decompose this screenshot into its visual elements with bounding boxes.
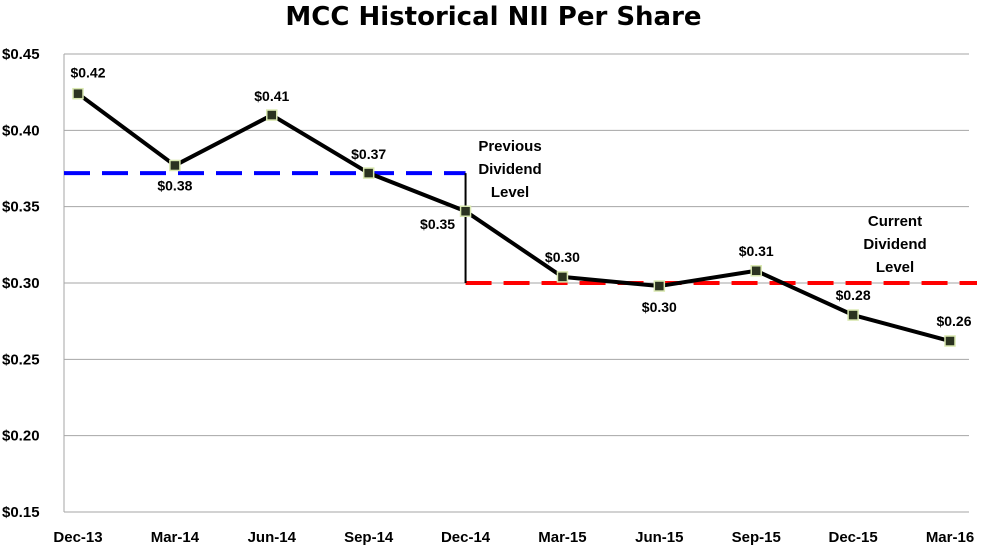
data-label: $0.35 [420,216,455,232]
y-tick-label: $0.20 [2,428,40,445]
gridlines [63,53,969,513]
reference-line-label: Level [876,259,914,276]
data-label: $0.30 [545,249,580,265]
data-label: $0.26 [936,313,971,329]
reference-line-label: Dividend [478,161,541,178]
x-tick-label: Jun-14 [248,529,297,546]
data-label: $0.41 [254,88,289,104]
series-layer [72,87,956,347]
series-line [76,92,951,343]
y-tick-label: $0.30 [2,275,40,292]
y-tick-label: $0.25 [2,351,40,368]
data-point-marker [72,87,84,100]
x-tick-label: Dec-15 [829,529,878,546]
x-tick-label: Dec-14 [441,529,491,546]
data-point-marker [750,265,762,277]
x-tick-label: Dec-13 [53,529,102,546]
y-tick-label: $0.40 [2,122,40,139]
reference-line-label: Current [868,213,922,230]
data-point-marker [266,109,278,121]
x-tick-label: Sep-15 [732,529,781,546]
data-label: $0.37 [351,146,386,162]
data-label: $0.42 [70,65,105,81]
data-label: $0.30 [642,299,677,315]
reference-lines [64,171,977,285]
x-tick-label: Mar-15 [538,529,586,546]
data-point-marker [847,309,859,321]
x-tick-label: Mar-16 [926,529,974,546]
reference-line-label: Dividend [863,236,926,253]
data-point-marker [944,335,956,347]
data-point-marker [362,167,375,179]
data-point-marker [459,205,472,217]
y-tick-label: $0.35 [2,199,40,216]
reference-line-label: Level [491,184,529,201]
y-tick-label: $0.45 [2,46,40,63]
chart-title: MCC Historical NII Per Share [285,2,702,32]
data-label: $0.28 [836,287,871,303]
x-tick-label: Mar-14 [151,529,200,546]
x-tick-label: Jun-15 [635,529,683,546]
reference-line-label: Previous [478,138,541,155]
labels-layer: $0.15 $0.20 $0.25 $0.30 $0.35 $0.40 $0.45 Dec-1… [2,46,974,546]
y-tick-label: $0.15 [2,504,40,521]
data-label: $0.38 [157,177,192,193]
data-point-marker [169,159,181,172]
data-point-marker [653,280,666,292]
x-tick-label: Sep-14 [344,529,394,546]
data-label: $0.31 [739,243,774,259]
data-point-marker [556,271,569,283]
